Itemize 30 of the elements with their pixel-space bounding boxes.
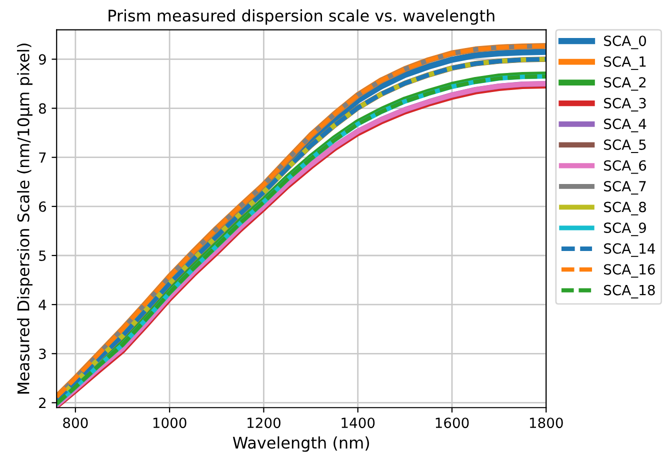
y-tick-label: 7	[39, 152, 46, 163]
y-tick-label: 2	[39, 398, 46, 408]
y-axis-title: Measured Dispersion Scale (nm/10μm pixel)	[17, 44, 32, 394]
legend-label: SCA_3	[604, 98, 646, 112]
legend-label: SCA_8	[604, 202, 646, 216]
x-tick-label: 800	[63, 418, 88, 428]
x-axis-title: Wavelength (nm)	[232, 436, 369, 452]
legend-label: SCA_4	[604, 118, 646, 132]
y-tick-label: 8	[38, 103, 46, 114]
legend-label: SCA_7	[604, 180, 646, 195]
x-tick-label: 1800	[530, 418, 563, 428]
x-tick-label: 1000	[153, 418, 186, 428]
x-tick-label: 1200	[248, 418, 280, 428]
legend-label: SCA_1	[604, 56, 646, 70]
chart-title: Prism measured dispersion scale vs. wavelength	[108, 9, 494, 25]
y-tick-label: 9	[38, 54, 46, 65]
y-tick-label: 6	[39, 201, 46, 212]
legend-label: SCA_9	[604, 222, 646, 236]
legend-label: SCA_5	[604, 139, 646, 154]
y-tick-label: 3	[39, 348, 46, 360]
legend-label: SCA_2	[604, 77, 646, 91]
legend-label: SCA_0	[604, 36, 646, 50]
legend-label: SCA_6	[604, 160, 646, 174]
legend-label: SCA_14	[604, 243, 655, 257]
x-tick-label: 1600	[436, 418, 469, 428]
y-tick-label: 5	[39, 250, 46, 261]
legend-label: SCA_16	[604, 264, 655, 278]
y-tick-label: 4	[38, 300, 46, 310]
x-tick-label: 1400	[342, 418, 375, 428]
legend-label: SCA_18	[604, 284, 655, 298]
